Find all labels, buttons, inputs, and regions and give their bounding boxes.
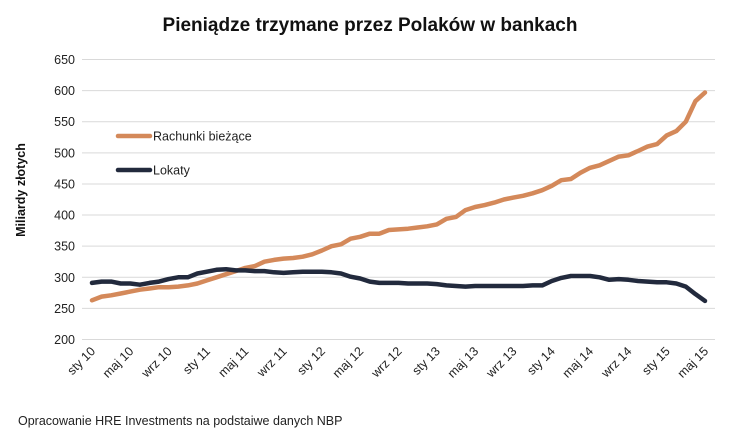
y-tick-label: 550 bbox=[54, 115, 75, 129]
y-tick-label: 450 bbox=[54, 177, 75, 191]
x-tick-label: sty 11 bbox=[180, 344, 213, 377]
x-tick-label: wrz 13 bbox=[483, 344, 520, 381]
x-tick-label: wrz 10 bbox=[138, 344, 175, 381]
x-tick-label: maj 10 bbox=[100, 344, 136, 380]
y-tick-label: 200 bbox=[54, 333, 75, 347]
x-tick-label: maj 12 bbox=[330, 344, 366, 380]
y-axis-title: Miliardy złotych bbox=[14, 143, 28, 237]
chart-title: Pieniądze trzymane przez Polaków w banka… bbox=[163, 15, 578, 36]
y-tick-label: 500 bbox=[54, 146, 75, 160]
x-tick-label: maj 13 bbox=[445, 344, 481, 380]
x-tick-label: wrz 11 bbox=[254, 344, 290, 380]
series-line-lokaty bbox=[89, 266, 708, 304]
y-tick-label: 650 bbox=[54, 53, 75, 67]
legend-label: Rachunki bieżące bbox=[153, 130, 252, 144]
x-tick-label: maj 11 bbox=[216, 344, 252, 380]
x-tick-label: sty 12 bbox=[295, 344, 329, 378]
y-tick-label: 300 bbox=[54, 271, 75, 285]
footnote: Opracowanie HRE Investments na podstaiwe… bbox=[18, 414, 342, 428]
x-tick-label: wrz 14 bbox=[598, 344, 635, 381]
x-tick-label: wrz 12 bbox=[368, 344, 405, 381]
x-tick-label: sty 13 bbox=[409, 344, 443, 378]
y-tick-label: 400 bbox=[54, 209, 75, 223]
y-tick-label: 250 bbox=[54, 302, 75, 316]
x-tick-label: maj 14 bbox=[560, 344, 596, 380]
x-tick-label: sty 10 bbox=[65, 344, 99, 378]
y-tick-label: 350 bbox=[54, 240, 75, 254]
series-line-rachunki bbox=[89, 90, 708, 303]
x-tick-label: maj 15 bbox=[675, 344, 711, 380]
x-tick-label: sty 14 bbox=[524, 344, 558, 378]
x-tick-label: sty 15 bbox=[639, 344, 673, 378]
legend-label: Lokaty bbox=[153, 164, 191, 178]
y-tick-label: 600 bbox=[54, 84, 75, 98]
